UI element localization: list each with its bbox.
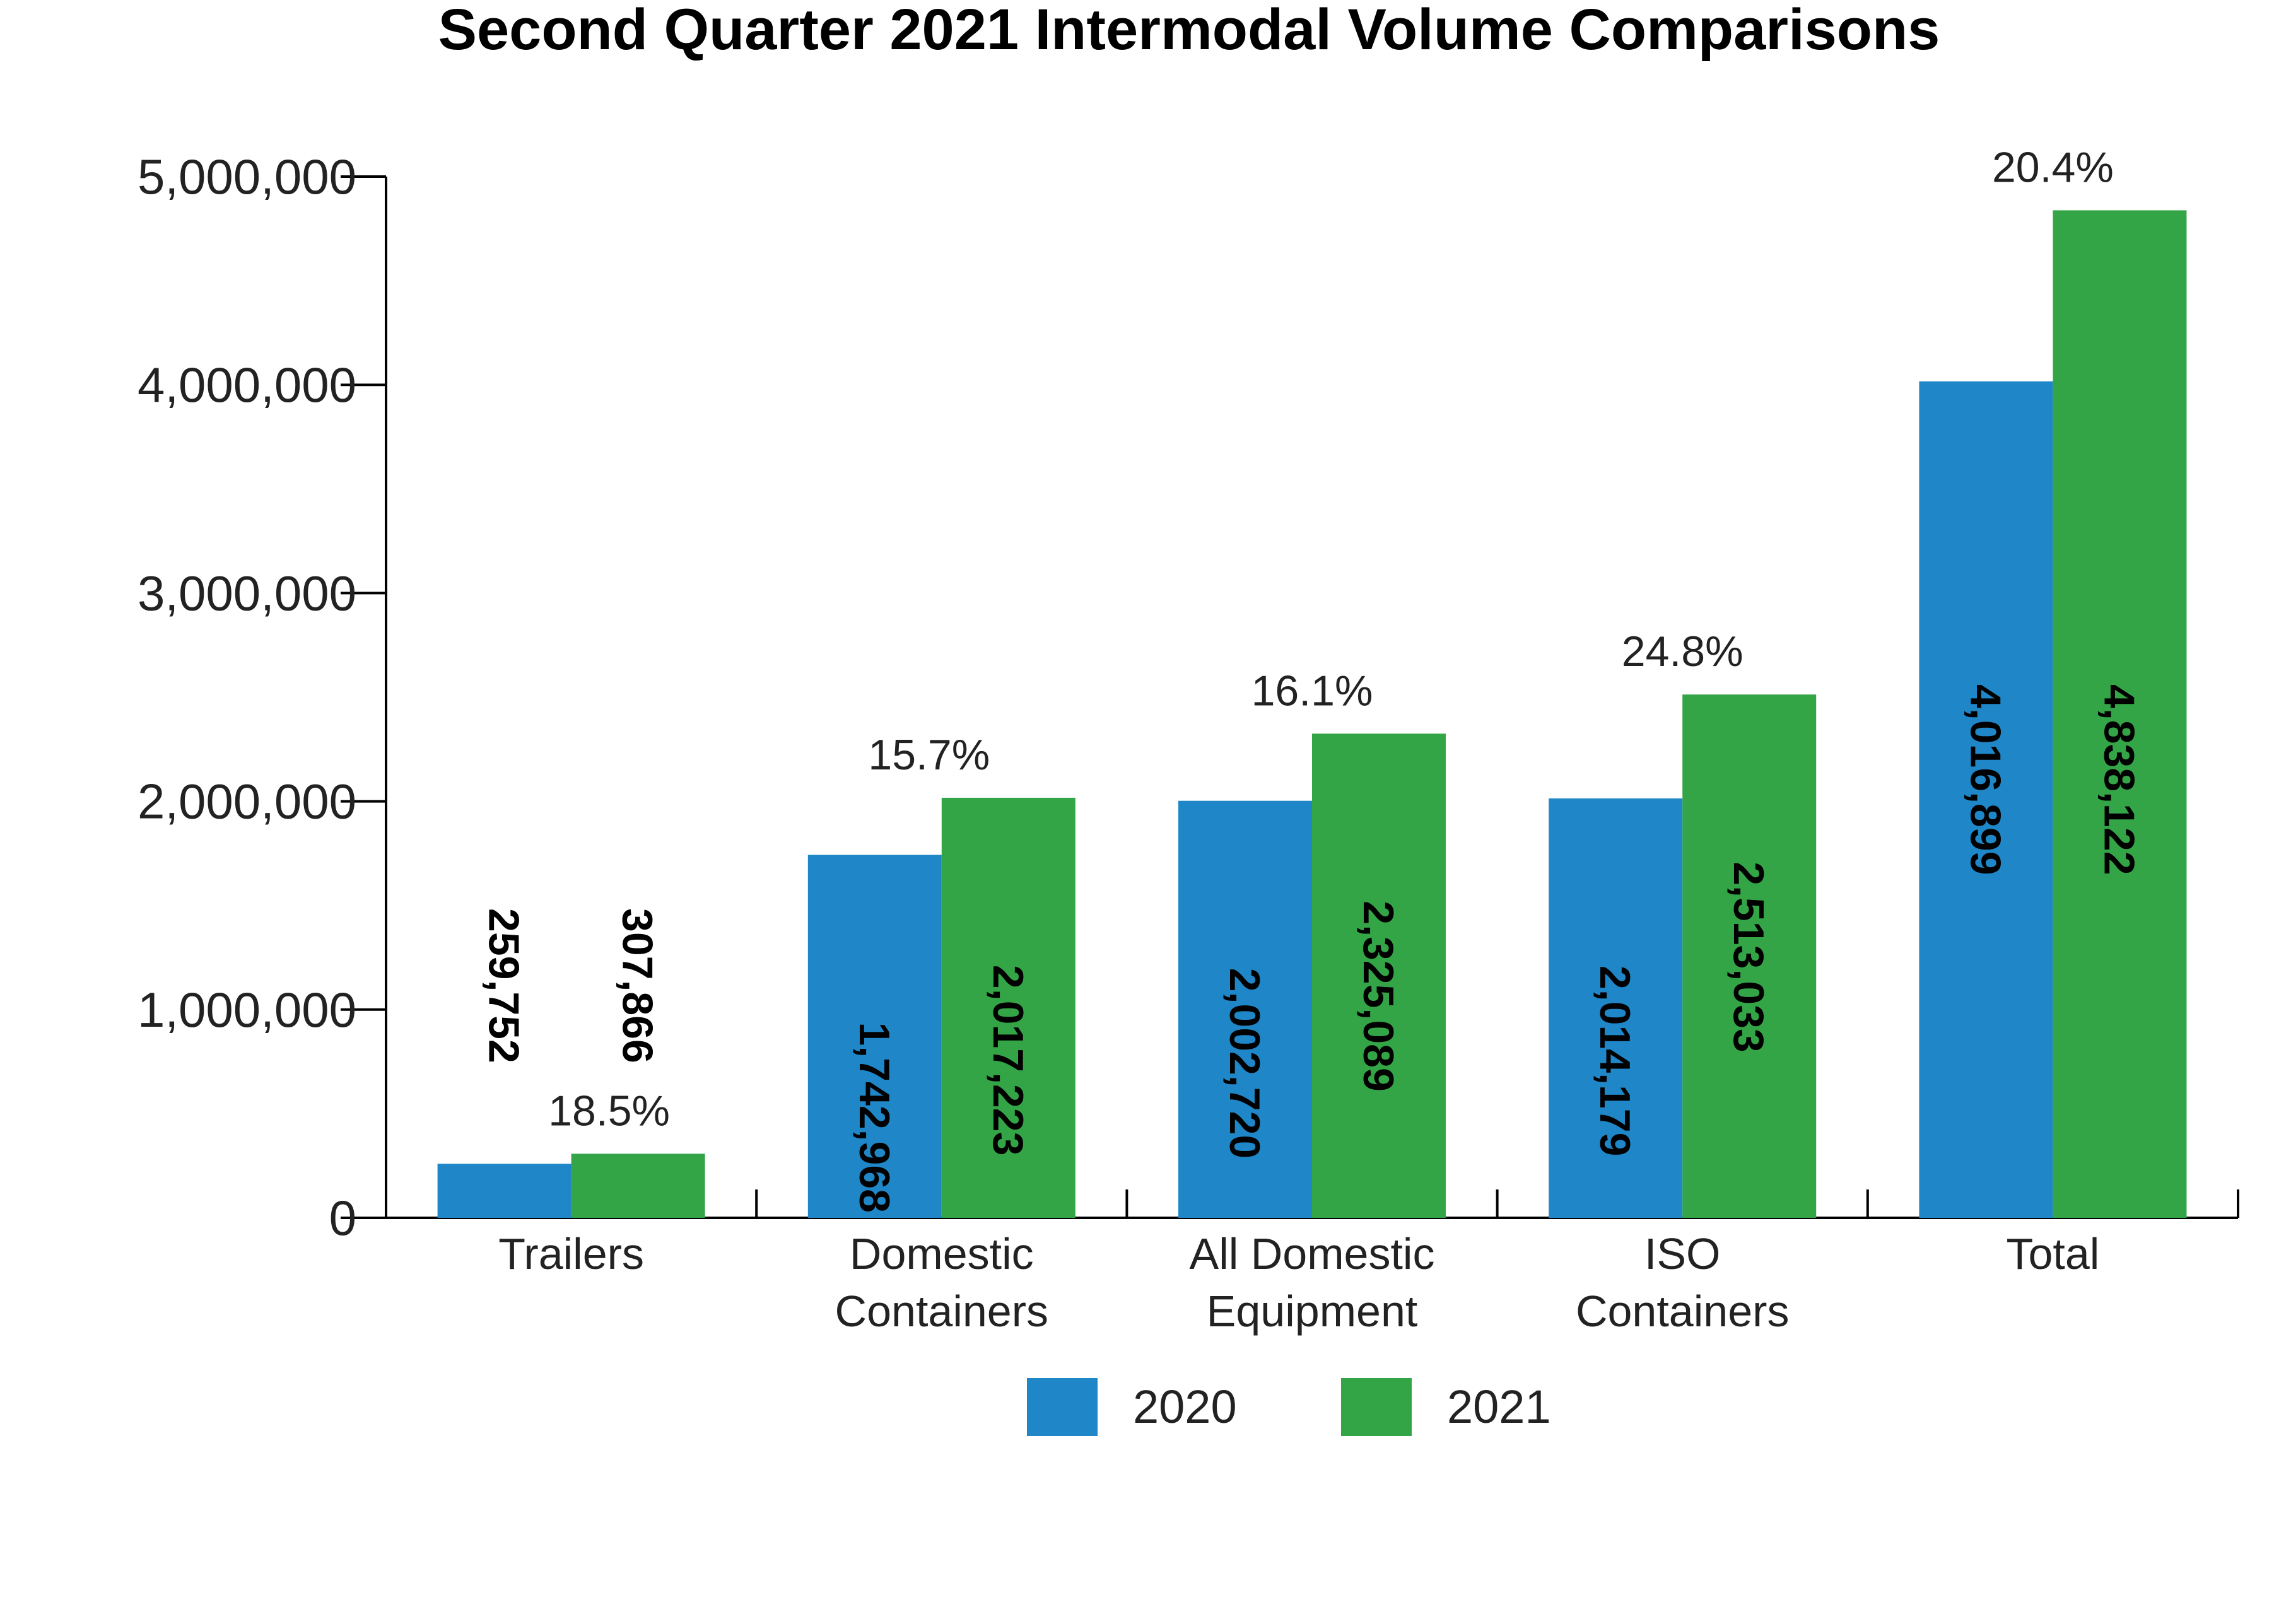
- pct-change-label: 18.5%: [548, 1087, 670, 1135]
- bar-2021-2: [1312, 733, 1446, 1218]
- value-label: 259,752: [480, 908, 528, 1063]
- value-label: 1,742,968: [850, 1022, 898, 1213]
- chart-title: Second Quarter 2021 Intermodal Volume Co…: [438, 0, 1940, 62]
- value-label: 2,014,179: [1591, 966, 1639, 1157]
- bars: [437, 210, 2187, 1218]
- bar-2021-1: [941, 797, 1075, 1218]
- pct-change-label: 24.8%: [1622, 628, 1744, 675]
- pct-change-label: 20.4%: [1992, 143, 2114, 191]
- bar-2021-3: [1682, 694, 1817, 1218]
- pct-change-label: 15.7%: [868, 731, 990, 779]
- legend-label-2021: 2021: [1447, 1381, 1551, 1433]
- x-axis: Trailers Domestic Containers All Domestic Eq…: [385, 1189, 2239, 1336]
- x-category-label: Total: [2006, 1229, 2099, 1278]
- bar-2020-2: [1178, 800, 1312, 1218]
- x-category-label: All Domestic Equipment: [1190, 1229, 1435, 1336]
- value-label: 2,325,089: [1354, 901, 1402, 1092]
- legend-label-2020: 2020: [1133, 1381, 1237, 1433]
- legend: 2020 2021: [1027, 1378, 1551, 1436]
- y-tick-label: 4,000,000: [138, 357, 356, 412]
- x-category-label: ISO Containers: [1576, 1229, 1790, 1336]
- value-label: 4,838,122: [2095, 684, 2143, 875]
- value-label: 2,017,223: [984, 965, 1032, 1156]
- x-category-label: Domestic Containers: [835, 1229, 1049, 1336]
- bar-2020-3: [1549, 798, 1683, 1218]
- legend-swatch-2021: [1341, 1378, 1412, 1436]
- y-tick-label: 3,000,000: [138, 565, 356, 621]
- data-labels: 259,752 307,866 18.5% 1,742,968 2,017,223 15.…: [480, 143, 2143, 1213]
- value-label: 2,002,720: [1221, 968, 1269, 1159]
- value-label: 307,866: [614, 908, 662, 1063]
- bar-2020-4: [1919, 381, 2053, 1218]
- y-tick-label: 5,000,000: [138, 149, 356, 204]
- value-label: 2,513,033: [1725, 862, 1773, 1053]
- y-tick-label: 0: [329, 1190, 356, 1246]
- y-tick-label: 2,000,000: [138, 774, 356, 829]
- y-tick-label: 1,000,000: [138, 982, 356, 1037]
- bar-2020-1: [807, 855, 942, 1218]
- bar-2021-0: [571, 1154, 705, 1218]
- bar-2021-4: [2053, 210, 2187, 1218]
- pct-change-label: 16.1%: [1251, 667, 1373, 715]
- legend-swatch-2020: [1027, 1378, 1098, 1436]
- x-category-label: Trailers: [498, 1229, 644, 1278]
- y-axis: 0 1,000,000 2,000,000 3,000,000 4,000,000 5,0…: [138, 149, 387, 1246]
- bar-2020-0: [437, 1164, 571, 1218]
- value-label: 4,016,899: [1961, 684, 2009, 875]
